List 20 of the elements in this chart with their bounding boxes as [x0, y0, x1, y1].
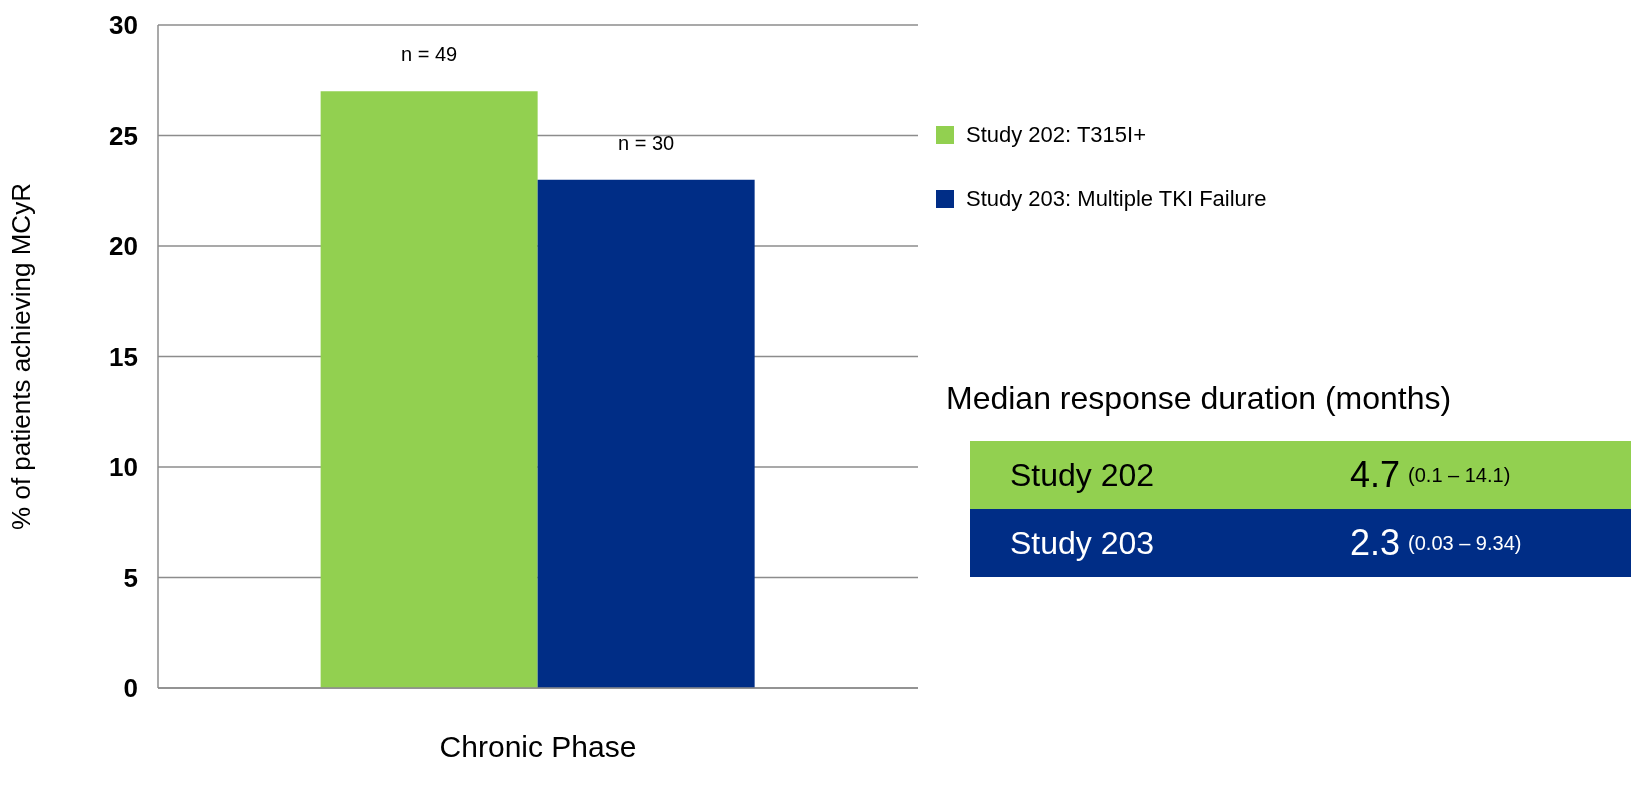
y-tick-label: 0	[123, 673, 138, 704]
text: (0.1 – 14.1)	[1408, 463, 1511, 487]
text: Study 202	[1009, 456, 1156, 494]
text: Median response duration (months)	[946, 380, 1452, 417]
text: Study 203	[1009, 524, 1156, 562]
y-tick-label: 20	[109, 231, 138, 262]
y-tick-label: 10	[109, 452, 138, 483]
text: 2.3	[1350, 522, 1401, 564]
text: 4.7	[1350, 454, 1401, 496]
annotation: n = 49	[401, 43, 458, 66]
y-tick-label: 25	[109, 120, 138, 151]
legend-label: Study 202: T315I+	[966, 122, 1147, 148]
text: (0.03 – 9.34)	[1408, 531, 1522, 555]
y-axis-title: % of patients achieving MCyR	[6, 183, 37, 530]
annotation: n = 30	[618, 131, 675, 154]
legend-label: Study 203: Multiple TKI Failure	[966, 186, 1267, 212]
y-tick-label: 30	[109, 10, 138, 41]
y-tick-label: 5	[123, 562, 138, 593]
y-tick-label: 15	[109, 341, 138, 372]
x-tick-label: Chronic Phase	[439, 730, 637, 764]
